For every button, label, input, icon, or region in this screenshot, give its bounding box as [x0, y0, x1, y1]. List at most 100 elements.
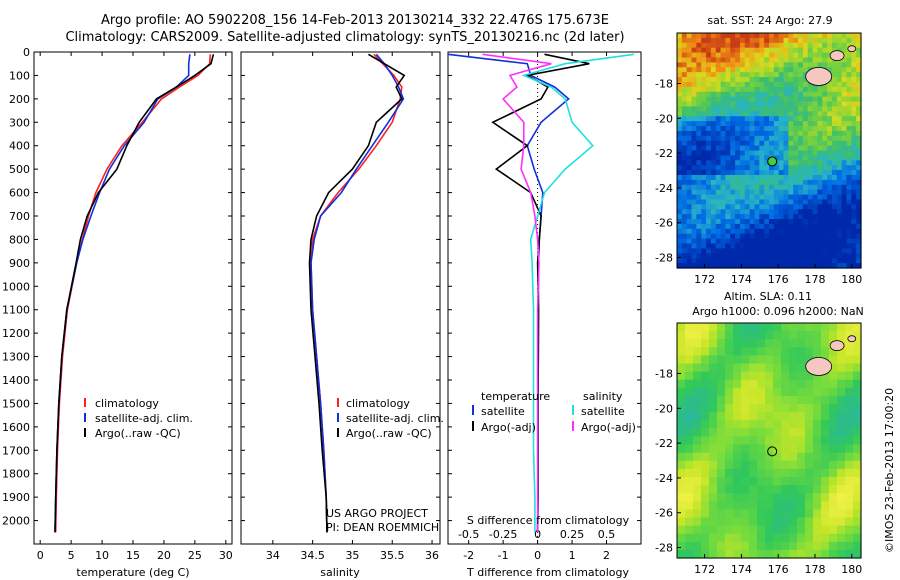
map-cell	[677, 209, 683, 215]
map-cell	[773, 485, 782, 494]
map-cell	[821, 420, 830, 429]
map-cell	[778, 194, 785, 201]
map-cell	[710, 42, 717, 49]
map-cell	[827, 86, 833, 93]
map-cell	[709, 485, 718, 494]
map-cell	[778, 140, 785, 147]
map-cell	[681, 101, 688, 108]
map-cell	[744, 81, 751, 88]
map-cell	[827, 121, 833, 127]
map-cell	[821, 339, 830, 348]
map-cell	[730, 126, 736, 132]
map-cell	[841, 174, 848, 181]
map-cell	[822, 194, 828, 201]
map-cell	[744, 165, 751, 171]
map-cell	[788, 204, 794, 210]
map-cell	[817, 150, 823, 156]
map-cell	[793, 199, 799, 205]
map-cell	[765, 355, 774, 365]
map-cell	[778, 243, 785, 250]
map-cell	[783, 179, 789, 186]
map-cell	[759, 96, 765, 103]
map-cell	[773, 165, 780, 171]
map-cell	[802, 86, 809, 93]
map-cell	[706, 170, 712, 176]
map-cell	[739, 101, 746, 108]
map-cell	[715, 57, 722, 63]
pi-annotation: PI: DEAN ROEMMICH	[326, 521, 439, 534]
map-cell	[686, 52, 693, 59]
map-cell	[778, 101, 785, 108]
map-cell	[822, 170, 828, 176]
y-tick-label: 1600	[2, 421, 30, 434]
map-cell	[846, 263, 852, 269]
map-cell	[696, 248, 702, 254]
map-cell	[681, 77, 688, 83]
map-cell	[836, 96, 843, 103]
map-cell	[793, 214, 799, 220]
map-cell	[686, 233, 693, 240]
map-cell	[759, 101, 765, 108]
map-cell	[831, 258, 838, 264]
map-cell	[773, 199, 780, 205]
map-cell	[769, 219, 775, 225]
map-cell	[812, 116, 819, 122]
map-cell	[821, 452, 830, 462]
map-cell	[681, 62, 688, 68]
map-cell	[807, 238, 814, 245]
map-cell	[725, 42, 731, 49]
map-cell	[677, 121, 683, 127]
map-cell	[793, 184, 799, 191]
map-cell	[812, 121, 819, 127]
map-cell	[691, 135, 697, 142]
map-cell	[741, 387, 750, 397]
map-cell	[749, 428, 758, 438]
map-cell	[757, 541, 766, 551]
map-cell	[681, 223, 688, 230]
map-cell	[851, 199, 857, 205]
map-cell	[788, 135, 794, 142]
map-cell	[691, 194, 697, 201]
map-cell	[831, 209, 838, 215]
map-cell	[757, 533, 766, 543]
map-cell	[706, 106, 712, 112]
map-cell	[829, 549, 838, 559]
map-cell	[701, 395, 710, 405]
island-shape	[829, 50, 845, 62]
map-cell	[741, 355, 750, 365]
map-cell	[725, 339, 734, 348]
map-cell	[807, 101, 814, 108]
map-cell	[836, 238, 843, 245]
map-cell	[686, 258, 693, 264]
map-cell	[817, 57, 823, 63]
map-cell	[856, 165, 862, 171]
map-cell	[765, 525, 774, 535]
map-cell	[789, 404, 798, 413]
map-cell	[725, 323, 734, 332]
map-cell	[701, 189, 707, 196]
map-cell	[845, 444, 854, 454]
header-line-2: Climatology: CARS2009. Satellite-adjuste…	[65, 30, 624, 45]
map-cell	[769, 165, 775, 171]
map-cell	[783, 67, 789, 73]
map-cell	[741, 485, 750, 494]
map-cell	[798, 62, 804, 68]
map-cell	[812, 165, 819, 171]
map-cell	[778, 204, 785, 210]
map-cell	[773, 62, 780, 68]
map-cell	[822, 121, 828, 127]
map-cell	[681, 155, 688, 161]
map-cell	[798, 72, 804, 78]
map-cell	[754, 91, 760, 98]
map-cell	[696, 101, 702, 108]
map-cell	[831, 170, 838, 176]
map-cell	[741, 428, 750, 438]
map-cell	[781, 387, 790, 397]
map-cell	[733, 436, 742, 446]
map-cell	[710, 81, 717, 88]
map-cell	[841, 81, 848, 88]
map-cell	[778, 184, 785, 191]
map-cell	[735, 228, 741, 235]
map-cell	[677, 42, 683, 49]
map-cell	[783, 170, 789, 176]
